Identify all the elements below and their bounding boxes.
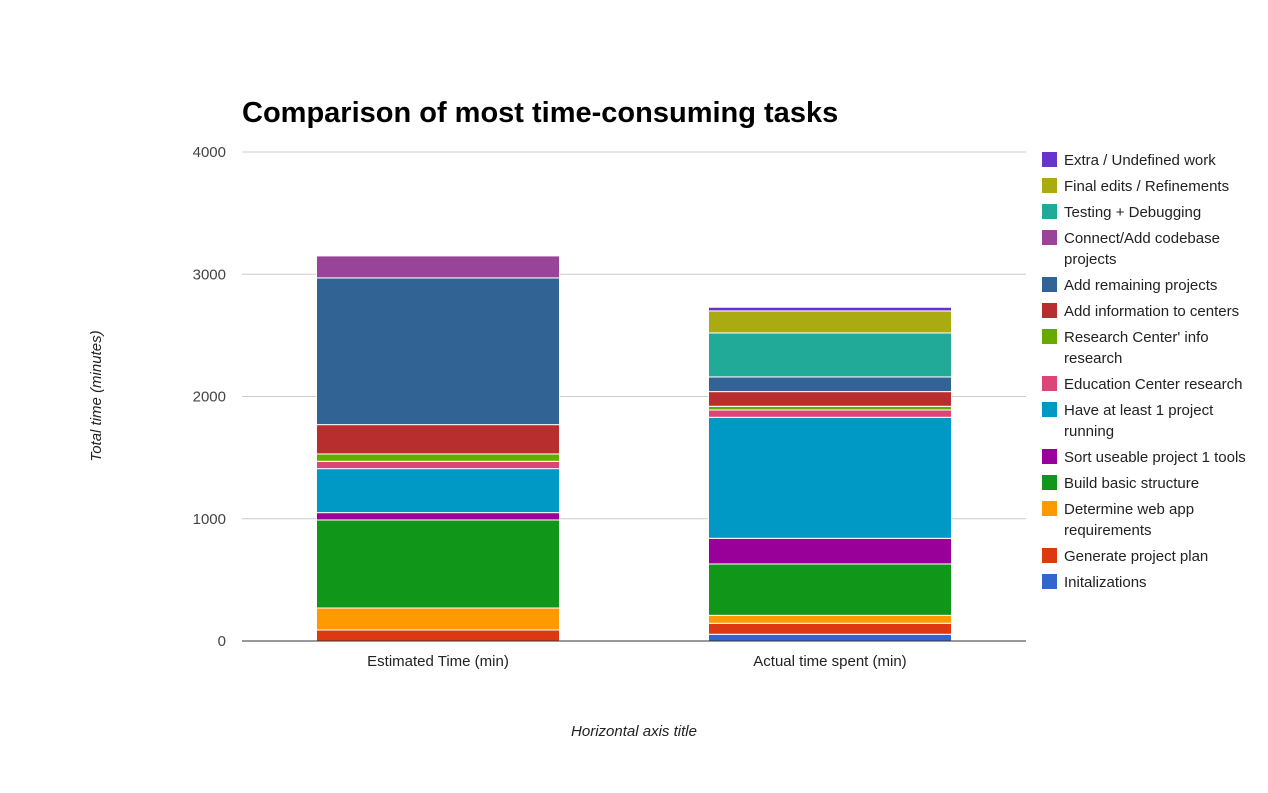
bar-segment xyxy=(315,424,561,455)
bar-segment xyxy=(315,453,561,462)
bar-segment xyxy=(707,376,953,393)
legend-label: Initalizations xyxy=(1064,574,1147,591)
x-tick-label: Actual time spent (min) xyxy=(753,653,906,670)
legend-swatch xyxy=(1042,548,1057,563)
legend-item: Extra / Undefined work xyxy=(1042,152,1216,169)
legend-label: Add information to centers xyxy=(1064,303,1239,320)
y-tick-label: 1000 xyxy=(193,511,226,528)
legend-item: Build basic structure xyxy=(1042,475,1199,492)
bar-segment xyxy=(315,460,561,470)
legend-swatch xyxy=(1042,329,1057,344)
bar-segment xyxy=(315,519,561,609)
legend-swatch xyxy=(1042,449,1057,464)
legend: Extra / Undefined work Final edits / Refi… xyxy=(1042,152,1246,591)
legend-item: Connect/Add codebase projects xyxy=(1042,230,1220,268)
bar-segment xyxy=(707,563,953,616)
legend-label: Extra / Undefined work xyxy=(1064,152,1216,169)
legend-item: Generate project plan xyxy=(1042,548,1208,565)
bar-segment xyxy=(707,405,953,411)
x-axis-labels: Estimated Time (min) Actual time spent (m… xyxy=(367,653,907,670)
legend-item: Education Center research xyxy=(1042,376,1242,393)
bar-segment xyxy=(707,409,953,418)
bar-segment xyxy=(315,277,561,426)
legend-label: Generate project plan xyxy=(1064,548,1208,565)
legend-swatch xyxy=(1042,402,1057,417)
bar-segment xyxy=(707,537,953,565)
bar-segment xyxy=(707,391,953,407)
y-tick-label: 0 xyxy=(218,633,226,650)
bar-segment xyxy=(315,512,561,521)
bar-segment xyxy=(707,332,953,378)
legend-swatch xyxy=(1042,574,1057,589)
bar-segment xyxy=(707,416,953,539)
y-tick-label: 4000 xyxy=(193,144,226,161)
legend-item: Research Center' info research xyxy=(1042,329,1209,367)
bar-segment xyxy=(315,629,561,642)
legend-item: Add information to centers xyxy=(1042,303,1239,320)
legend-label: Final edits / Refinements xyxy=(1064,178,1229,195)
y-axis-title: Total time (minutes) xyxy=(88,330,105,461)
y-tick-label: 2000 xyxy=(193,389,226,406)
legend-swatch xyxy=(1042,475,1057,490)
bar-segment xyxy=(707,622,953,635)
legend-label: Connect/Add codebase projects xyxy=(1064,230,1220,268)
legend-label: Research Center' info research xyxy=(1064,329,1209,367)
x-tick-label: Estimated Time (min) xyxy=(367,653,509,670)
bar-segment xyxy=(315,468,561,514)
bar-segment xyxy=(315,607,561,631)
x-axis-title: Horizontal axis title xyxy=(571,723,697,740)
legend-label: Education Center research xyxy=(1064,376,1242,393)
legend-swatch xyxy=(1042,376,1057,391)
bars xyxy=(315,255,953,642)
chart-title: Comparison of most time-consuming tasks xyxy=(242,97,838,129)
legend-label: Add remaining projects xyxy=(1064,277,1217,294)
legend-item: Determine web app requirements xyxy=(1042,501,1194,539)
legend-swatch xyxy=(1042,204,1057,219)
legend-item: Add remaining projects xyxy=(1042,277,1217,294)
legend-label: Determine web app requirements xyxy=(1064,501,1194,539)
bar-segment xyxy=(707,633,953,642)
legend-swatch xyxy=(1042,178,1057,193)
legend-swatch xyxy=(1042,230,1057,245)
legend-swatch xyxy=(1042,303,1057,318)
legend-item: Sort useable project 1 tools xyxy=(1042,449,1246,466)
bar-segment xyxy=(315,255,561,279)
legend-swatch xyxy=(1042,277,1057,292)
legend-label: Testing + Debugging xyxy=(1064,204,1201,221)
legend-swatch xyxy=(1042,152,1057,167)
legend-label: Sort useable project 1 tools xyxy=(1064,449,1246,466)
y-axis-ticks: 0 1000 2000 3000 4000 xyxy=(193,144,226,650)
bar-segment xyxy=(707,614,953,624)
bar-segment xyxy=(707,306,953,312)
legend-item: Testing + Debugging xyxy=(1042,204,1201,221)
legend-item: Final edits / Refinements xyxy=(1042,178,1229,195)
legend-item: Initalizations xyxy=(1042,574,1147,591)
y-tick-label: 3000 xyxy=(193,266,226,283)
legend-label: Build basic structure xyxy=(1064,475,1199,492)
legend-swatch xyxy=(1042,501,1057,516)
legend-item: Have at least 1 project running xyxy=(1042,402,1214,440)
bar-segment xyxy=(707,310,953,334)
legend-label: Have at least 1 project running xyxy=(1064,402,1214,440)
